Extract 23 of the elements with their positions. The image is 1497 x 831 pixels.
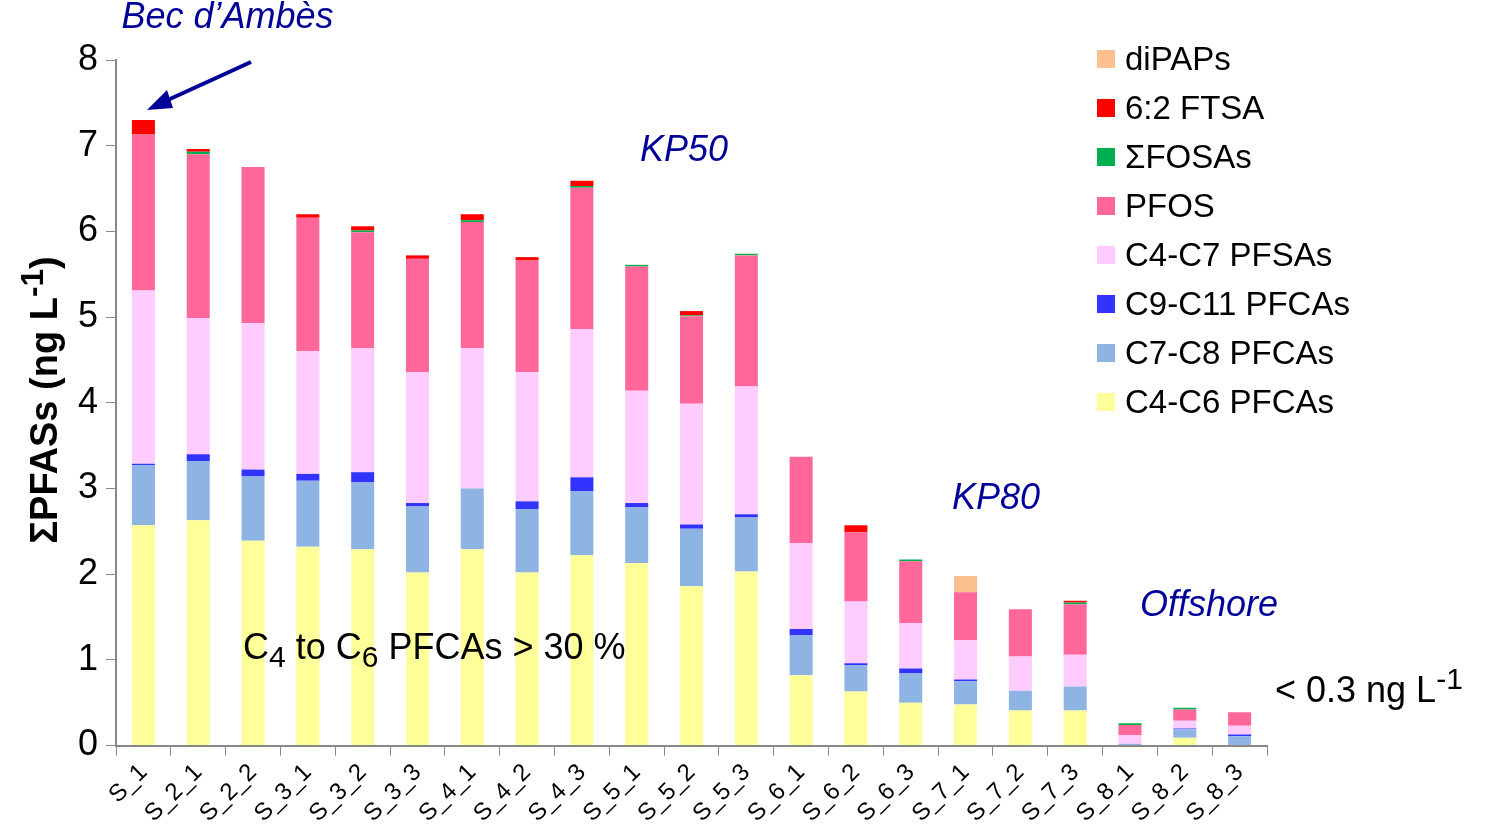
legend-label: C7-C8 PFCAs	[1125, 333, 1335, 372]
y-tick-label: 5	[77, 294, 99, 336]
annotation: KP50	[640, 128, 729, 170]
annotation: KP80	[952, 476, 1041, 518]
legend-label: C9-C11 PFCAs	[1125, 284, 1350, 323]
y-tick-label: 7	[77, 122, 99, 164]
text: < 0.3 ng L$^{-1}$	[1275, 662, 1463, 711]
y-tick-label: 2	[77, 551, 99, 593]
y-tick-label: 3	[77, 465, 99, 507]
y-tick-label: 8	[77, 36, 99, 78]
legend-label: PFOS	[1125, 186, 1215, 225]
y-tick-label: 4	[77, 379, 99, 421]
y-tick-label: 1	[77, 636, 99, 678]
y-tick-label: 0	[77, 722, 99, 764]
legend-label: ΣFOSAs	[1125, 137, 1252, 176]
legend-label: diPAPs	[1125, 39, 1231, 78]
annotation: C$_{4}$ to C$_{6}$ PFCAs > 30 %	[243, 626, 626, 675]
legend-label: 6:2 FTSA	[1125, 88, 1265, 127]
annotation: Offshore	[1140, 583, 1279, 625]
legend-label: C4-C7 PFSAs	[1125, 235, 1333, 274]
y-tick-label: 6	[77, 208, 99, 250]
legend-label: C4-C6 PFCAs	[1125, 382, 1335, 421]
annotation: Bec d’Ambès	[121, 0, 334, 37]
